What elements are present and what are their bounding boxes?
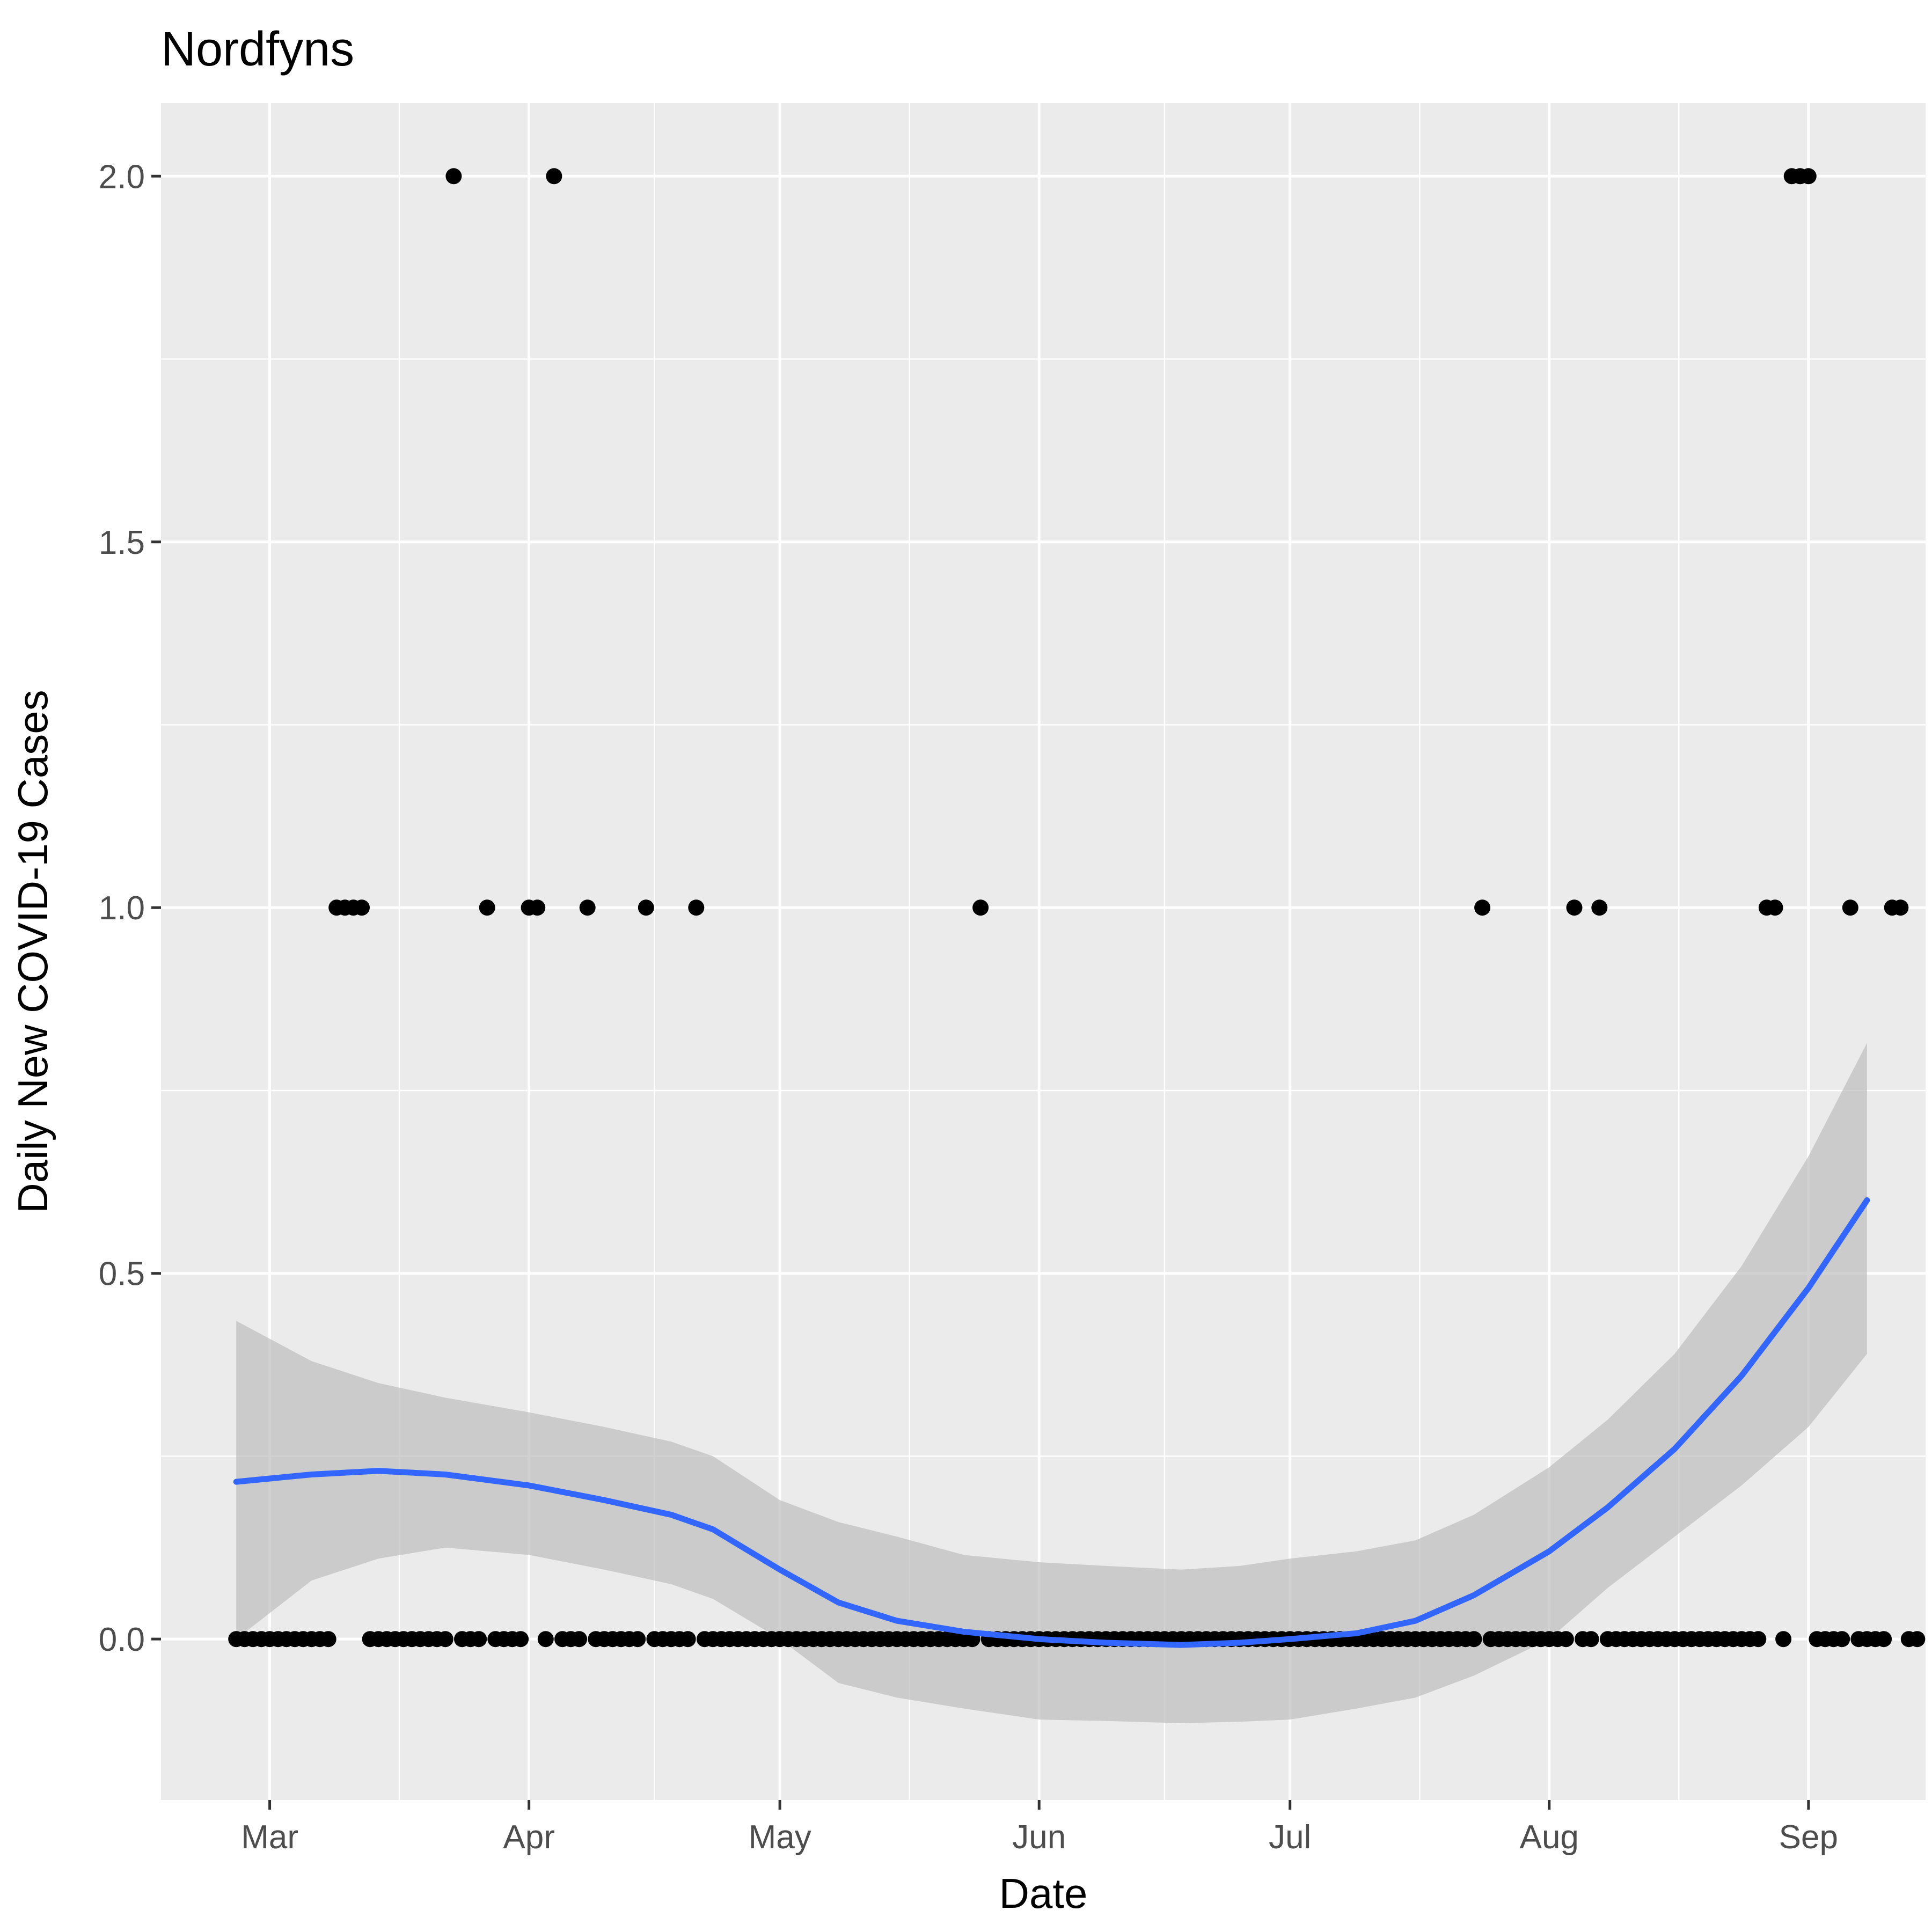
data-point — [1566, 899, 1583, 916]
data-point — [471, 1631, 487, 1648]
data-point — [320, 1631, 336, 1648]
data-point — [679, 1631, 696, 1648]
x-axis-title: Date — [999, 1870, 1088, 1917]
data-point — [1876, 1631, 1892, 1648]
y-tick-label: 0.0 — [99, 1621, 145, 1658]
data-point — [579, 899, 596, 916]
data-point — [1842, 899, 1858, 916]
data-point — [630, 1631, 646, 1648]
y-tick-label: 0.5 — [99, 1256, 145, 1293]
data-point — [1909, 1631, 1926, 1648]
data-point — [1834, 1631, 1850, 1648]
data-point — [638, 899, 654, 916]
y-tick-label: 1.0 — [99, 890, 145, 927]
data-point — [688, 899, 705, 916]
confidence-band-layer — [236, 1043, 1867, 1723]
x-tick-label: Apr — [503, 1819, 554, 1856]
data-point — [1767, 899, 1783, 916]
confidence-band — [236, 1043, 1867, 1723]
data-point — [1474, 899, 1491, 916]
x-tick-label: Sep — [1779, 1819, 1838, 1856]
data-point — [445, 168, 462, 185]
data-point — [1800, 168, 1817, 185]
data-point — [1557, 1631, 1574, 1648]
x-tick-label: Mar — [241, 1819, 298, 1856]
data-point — [513, 1631, 529, 1648]
data-point — [537, 1631, 554, 1648]
data-point — [354, 899, 370, 916]
data-point — [437, 1631, 453, 1648]
chart-title: Nordfyns — [161, 23, 354, 76]
axes: 0.0 0.5 1.0 1.5 2.0 Mar Apr May Jun Jul Aug Sep — [99, 158, 1838, 1856]
data-point — [1583, 1631, 1599, 1648]
x-tick-label: May — [749, 1819, 811, 1856]
y-axis-title: Daily New COVID-19 Cases — [9, 690, 56, 1213]
smooth-line-layer — [233, 1197, 1870, 1648]
data-point — [1591, 899, 1608, 916]
data-point — [1750, 1631, 1767, 1648]
data-point — [1466, 1631, 1482, 1648]
data-point — [571, 1631, 588, 1648]
data-point — [1892, 899, 1909, 916]
data-point — [1775, 1631, 1792, 1648]
y-tick-label: 1.5 — [99, 524, 145, 561]
x-tick-label: Jul — [1269, 1819, 1311, 1856]
data-point — [529, 899, 546, 916]
data-point — [546, 168, 562, 185]
y-tick-label: 2.0 — [99, 158, 145, 195]
data-point — [479, 899, 495, 916]
data-point — [972, 899, 989, 916]
x-tick-label: Aug — [1520, 1819, 1579, 1856]
x-tick-label: Jun — [1012, 1819, 1066, 1856]
smooth-line — [233, 1197, 1870, 1648]
